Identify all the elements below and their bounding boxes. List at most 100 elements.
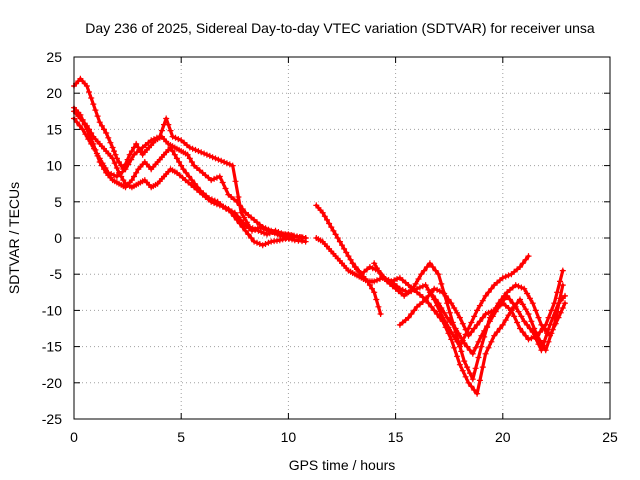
data-point [471, 387, 478, 393]
data-point [111, 160, 118, 167]
data-point [102, 165, 109, 171]
data-point [509, 300, 516, 307]
data-point [289, 232, 296, 239]
data-point [485, 289, 492, 296]
data-point [492, 308, 499, 315]
data-point [454, 309, 461, 316]
data-point [512, 303, 519, 310]
data-point [529, 300, 536, 307]
data-point [326, 220, 333, 227]
data-point [502, 317, 509, 324]
data-point [439, 289, 446, 296]
data-point [474, 390, 481, 397]
data-point [186, 144, 193, 151]
data-point [148, 137, 155, 144]
data-point [279, 236, 286, 243]
data-point [472, 365, 479, 372]
data-point [128, 177, 135, 184]
data-point [412, 280, 419, 287]
data-point [445, 330, 452, 337]
data-point [375, 303, 382, 310]
data-point [451, 305, 458, 311]
data-point [458, 335, 465, 342]
data-point [549, 314, 556, 321]
data-point [222, 204, 229, 211]
data-point [459, 320, 466, 327]
data-point [529, 329, 536, 336]
data-point [518, 313, 525, 320]
data-point [411, 307, 418, 314]
data-point [184, 151, 191, 158]
data-point [416, 284, 423, 291]
x-tick-label: 5 [177, 429, 185, 445]
data-point [408, 311, 415, 317]
data-point [85, 136, 92, 143]
data-point [98, 122, 105, 129]
data-point [515, 283, 522, 290]
data-point [192, 146, 199, 153]
data-point [458, 348, 465, 355]
data-point [438, 280, 445, 287]
data-point [218, 157, 225, 164]
data-point [169, 148, 176, 155]
data-point [482, 292, 489, 299]
data-point [446, 318, 453, 325]
data-point [468, 329, 475, 336]
data-point [559, 305, 566, 311]
data-point [459, 367, 466, 374]
data-point [517, 296, 523, 303]
data-point [341, 245, 348, 252]
data-point [426, 260, 433, 267]
data-point [278, 230, 285, 237]
data-point [105, 134, 112, 141]
data-point [415, 276, 422, 282]
data-point [238, 209, 245, 216]
data-point [172, 134, 179, 141]
data-point [557, 278, 563, 285]
data-point [235, 194, 242, 200]
data-point [215, 156, 222, 163]
data-point [108, 171, 115, 177]
data-point [554, 289, 561, 296]
data-point [371, 289, 378, 296]
data-point [153, 134, 160, 141]
data-point [471, 325, 478, 332]
data-point [131, 173, 137, 180]
data-point [206, 152, 213, 159]
data-point [421, 267, 428, 274]
data-point [466, 347, 473, 354]
data-point [219, 179, 226, 186]
data-point [88, 95, 95, 101]
data-point [532, 307, 539, 314]
data-point [544, 330, 551, 337]
data-point [452, 325, 459, 332]
series-track-4 [71, 115, 309, 241]
data-point [436, 314, 443, 321]
data-point [512, 282, 519, 289]
data-point [321, 213, 328, 220]
data-point [245, 231, 252, 238]
data-point [522, 332, 529, 339]
data-point [352, 264, 359, 270]
data-point [256, 241, 263, 247]
data-point [122, 166, 129, 173]
data-point [242, 227, 249, 234]
y-tick-label: 15 [46, 121, 62, 137]
data-point [191, 180, 198, 187]
data-point [455, 338, 462, 345]
data-point [133, 169, 140, 176]
data-series [71, 75, 568, 397]
data-point [505, 272, 512, 279]
data-point [229, 162, 236, 169]
data-point [330, 227, 337, 234]
data-point [263, 226, 270, 233]
data-point [471, 313, 478, 320]
data-point [456, 361, 463, 368]
y-tick-label: 10 [46, 158, 62, 174]
data-point [92, 107, 99, 114]
data-point [379, 274, 386, 281]
data-point [221, 159, 228, 165]
data-point [189, 145, 196, 152]
data-point [514, 319, 521, 326]
data-point [557, 309, 564, 316]
